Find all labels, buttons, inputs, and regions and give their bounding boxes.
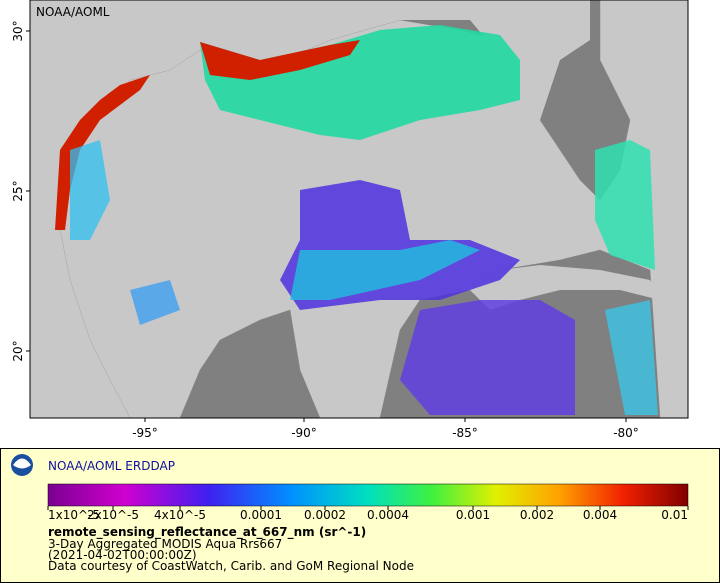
data-swath <box>595 140 655 270</box>
colorbar-label: 0.01 <box>661 508 688 522</box>
colorbar-label: 4x10^-5 <box>154 508 206 522</box>
tick-group: 30° 25° 20° -95° -90° -85° -80° <box>11 20 639 440</box>
data-swath <box>400 300 575 415</box>
data-swath <box>605 300 658 415</box>
lon-tick-label: -80° <box>613 426 639 440</box>
colorbar-label: 1x10^-5 <box>48 508 100 522</box>
colorbar-label: 0.0002 <box>304 508 346 522</box>
colorbar-label: 2x10^-5 <box>87 508 139 522</box>
map <box>30 0 688 418</box>
data-swath <box>200 40 360 80</box>
lat-tick-label: 25° <box>11 180 25 201</box>
watermark: NOAA/AOML <box>36 5 110 19</box>
lon-tick-label: -85° <box>452 426 478 440</box>
map-frame <box>29 0 689 419</box>
credit: Data courtesy of CoastWatch, Carib. and … <box>48 559 414 573</box>
colorbar-label: 0.0001 <box>240 508 282 522</box>
time-range: (2021-04-02T00:00:00Z) <box>48 548 197 562</box>
colorbar <box>47 483 689 507</box>
colorbar-label: 0.004 <box>583 508 617 522</box>
data-swath <box>70 140 110 240</box>
cuba <box>470 265 660 310</box>
lat-tick-label: 20° <box>11 340 25 361</box>
variable-name: remote_sensing_reflectance_at_667_nm (sr… <box>48 525 366 540</box>
data-swath <box>200 25 520 140</box>
colorbar-label: 0.001 <box>456 508 490 522</box>
noaa-logo-bird <box>13 458 31 469</box>
colorbar-label: 0.0004 <box>367 508 409 522</box>
legend-title: NOAA/AOML ERDDAP <box>48 459 175 473</box>
dataset-name: 3-Day Aggregated MODIS Aqua Rrs667 <box>48 537 282 551</box>
land-north <box>30 0 590 230</box>
lon-tick-label: -95° <box>132 426 158 440</box>
lat-tick-label: 30° <box>11 20 25 41</box>
land-mexico <box>30 230 130 418</box>
lon-tick-label: -90° <box>291 426 317 440</box>
data-swath <box>130 280 180 325</box>
colorbar-label: 0.002 <box>520 508 554 522</box>
data-swath <box>290 240 480 300</box>
